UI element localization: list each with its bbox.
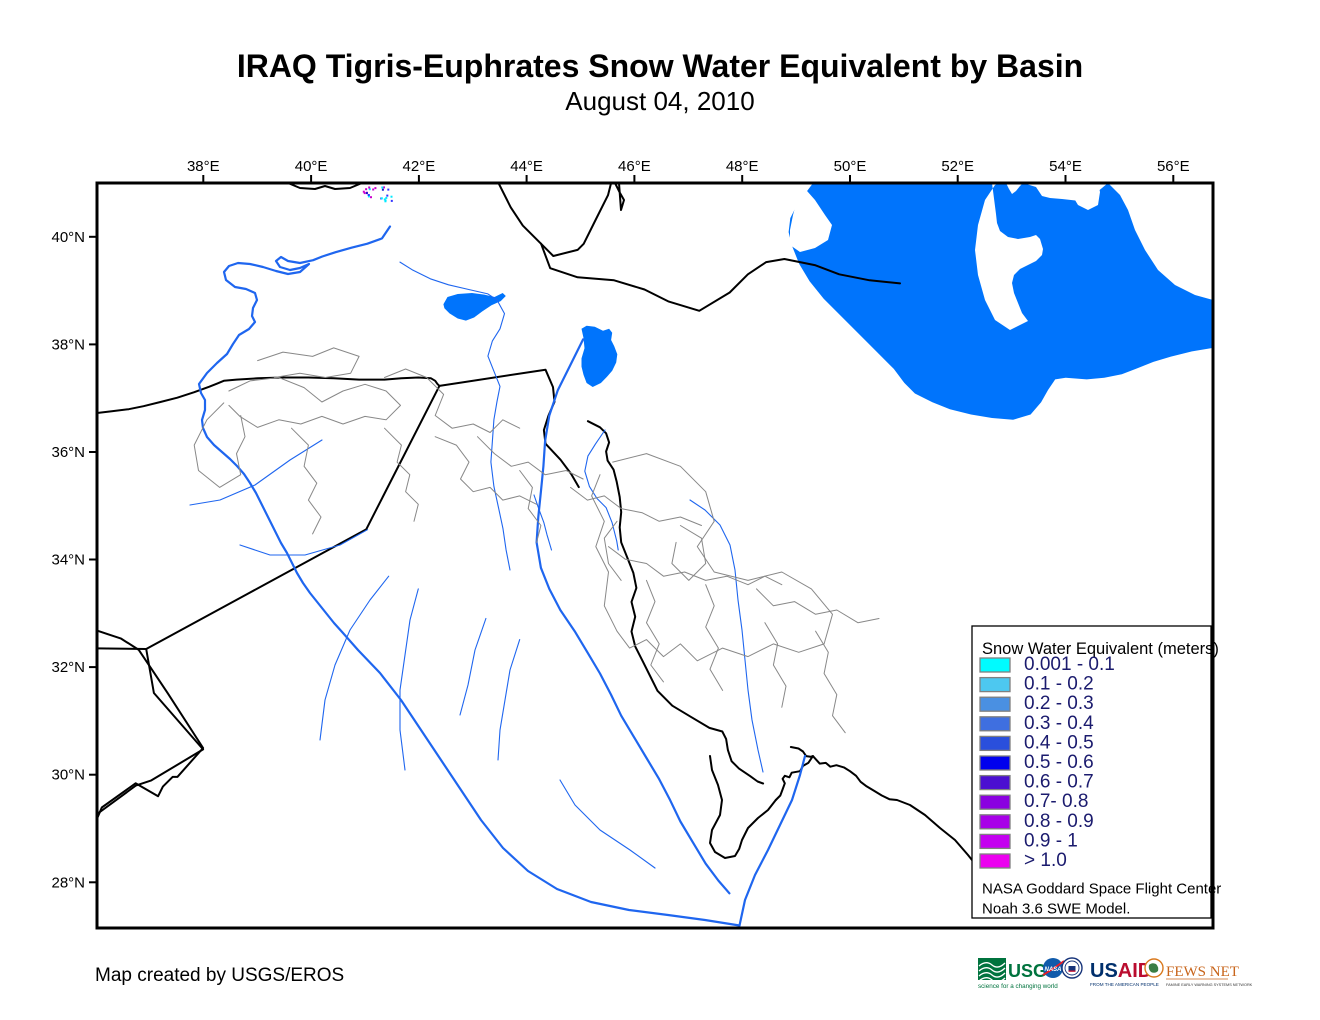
svg-text:0.8 - 0.9: 0.8 - 0.9 bbox=[1024, 811, 1094, 832]
svg-text:40°E: 40°E bbox=[295, 158, 328, 175]
svg-text:0.3 - 0.4: 0.3 - 0.4 bbox=[1024, 713, 1094, 734]
svg-text:46°E: 46°E bbox=[618, 158, 651, 175]
svg-text:30°N: 30°N bbox=[51, 767, 85, 784]
svg-text:FEWS NET: FEWS NET bbox=[1166, 964, 1239, 980]
svg-text:0.2 - 0.3: 0.2 - 0.3 bbox=[1024, 693, 1094, 714]
svg-text:52°E: 52°E bbox=[941, 158, 974, 175]
svg-text:FROM THE AMERICAN PEOPLE: FROM THE AMERICAN PEOPLE bbox=[1090, 982, 1159, 987]
svg-text:0.5 - 0.6: 0.5 - 0.6 bbox=[1024, 752, 1094, 773]
svg-text:36°N: 36°N bbox=[51, 444, 85, 461]
svg-text:50°E: 50°E bbox=[834, 158, 867, 175]
svg-text:0.001 - 0.1: 0.001 - 0.1 bbox=[1024, 654, 1115, 675]
svg-text:Noah 3.6 SWE Model.: Noah 3.6 SWE Model. bbox=[982, 901, 1130, 918]
svg-text:42°E: 42°E bbox=[403, 158, 436, 175]
svg-text:NASA Goddard Space Flight Cent: NASA Goddard Space Flight Center bbox=[982, 881, 1221, 898]
svg-text:38°E: 38°E bbox=[187, 158, 220, 175]
svg-text:> 1.0: > 1.0 bbox=[1024, 850, 1067, 871]
svg-text:34°N: 34°N bbox=[51, 552, 85, 569]
svg-text:0.9 - 1: 0.9 - 1 bbox=[1024, 830, 1078, 851]
svg-text:FAMINE EARLY WARNING SYSTEMS N: FAMINE EARLY WARNING SYSTEMS NETWORK bbox=[1166, 983, 1253, 987]
svg-text:40°N: 40°N bbox=[51, 229, 85, 246]
svg-text:0.1 - 0.2: 0.1 - 0.2 bbox=[1024, 674, 1094, 695]
svg-text:48°E: 48°E bbox=[726, 158, 759, 175]
svg-text:science for a changing world: science for a changing world bbox=[978, 983, 1058, 990]
svg-text:0.6 - 0.7: 0.6 - 0.7 bbox=[1024, 772, 1094, 793]
svg-text:54°E: 54°E bbox=[1049, 158, 1082, 175]
svg-text:USAID: USAID bbox=[1090, 960, 1152, 982]
svg-text:28°N: 28°N bbox=[51, 874, 85, 891]
svg-text:0.7- 0.8: 0.7- 0.8 bbox=[1024, 791, 1088, 812]
svg-text:38°N: 38°N bbox=[51, 336, 85, 353]
svg-text:32°N: 32°N bbox=[51, 659, 85, 676]
svg-text:0.4 - 0.5: 0.4 - 0.5 bbox=[1024, 732, 1094, 753]
svg-text:NASA: NASA bbox=[1044, 967, 1061, 973]
svg-text:44°E: 44°E bbox=[510, 158, 543, 175]
svg-text:56°E: 56°E bbox=[1157, 158, 1190, 175]
